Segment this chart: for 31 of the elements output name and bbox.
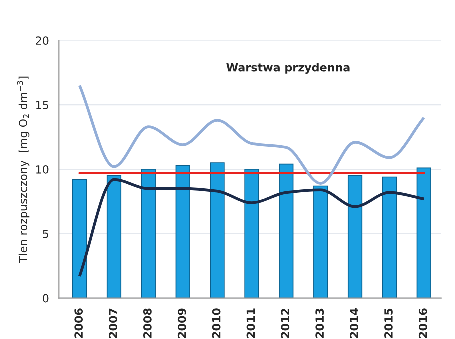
x-tick-label: 2008 — [143, 308, 152, 338]
line-series — [78, 178, 426, 278]
bar — [416, 168, 432, 298]
bar — [176, 165, 190, 298]
x-tick-label: 2013 — [316, 308, 324, 338]
y-tick-label: 0 — [43, 294, 49, 303]
y-tick-label: 20 — [36, 36, 49, 46]
x-tick-label: 2010 — [212, 308, 221, 338]
x-tick-label: 2014 — [350, 308, 358, 338]
bar — [314, 186, 328, 298]
bar — [244, 169, 260, 298]
annotation: Warstwa przydenna — [226, 63, 350, 74]
x-tick-label: 2015 — [384, 308, 393, 338]
y-axis-title: Tlen rozpuszczony [mg O$_{2}$ dm$^{−3}$] — [17, 76, 30, 264]
y-tick-label: 15 — [36, 101, 48, 110]
x-tick-label: 2007 — [109, 308, 118, 338]
bar — [72, 179, 88, 298]
bar — [279, 164, 294, 298]
bar — [210, 162, 225, 298]
x-tick-label: 2011 — [246, 308, 256, 338]
x-tick-label: 2006 — [74, 308, 84, 338]
bar — [141, 169, 156, 298]
x-tick-label: 2012 — [281, 309, 290, 338]
bar — [348, 176, 363, 298]
y-tick-label: 10 — [36, 165, 49, 174]
y-tick-label: 5 — [43, 230, 48, 238]
x-tick-label: 2016 — [418, 308, 428, 338]
line-series — [78, 84, 426, 186]
bar — [382, 176, 398, 298]
bar — [106, 176, 122, 298]
x-tick-label: 2009 — [178, 308, 186, 338]
